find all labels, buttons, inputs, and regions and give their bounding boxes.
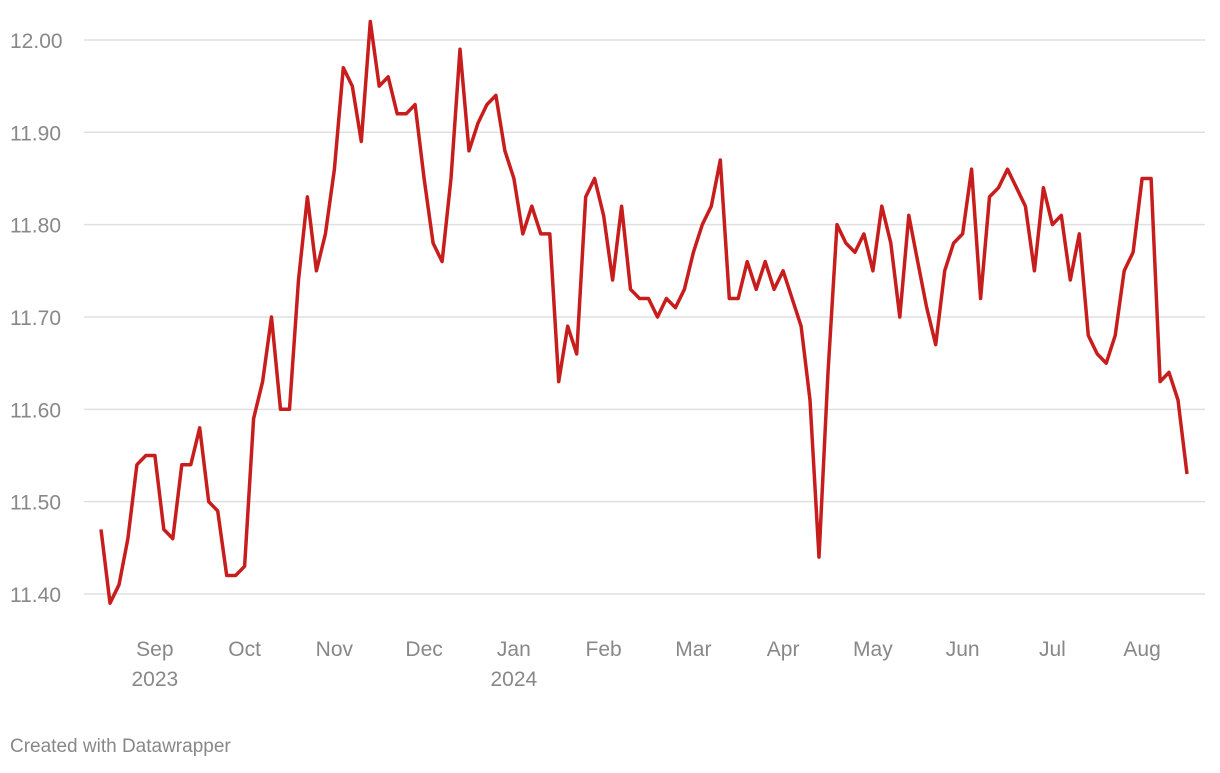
x-tick-label: Dec (405, 638, 442, 661)
line (99, 19, 1189, 605)
x-tick-label: Sep (136, 638, 173, 661)
x-tick-label: Oct (228, 638, 261, 661)
x-tick-label: Jun (946, 638, 980, 661)
y-tick-label: 11.60 (10, 399, 61, 422)
x-tick-label: Aug (1123, 638, 1160, 661)
x-tick-label: Feb (586, 638, 622, 661)
footer: Created with Datawrapper (10, 736, 231, 757)
x-tick-label: May (853, 638, 893, 661)
x-tick-label: Nov (316, 638, 354, 661)
y-tick-label: 11.80 (10, 215, 61, 238)
x-tick-year: 2023 (131, 668, 178, 691)
y-tick-label: 11.70 (10, 307, 61, 330)
x-tick-year: 2024 (491, 668, 538, 691)
y-tick-label: 11.90 (10, 122, 61, 145)
x-tick-label: Jan (497, 638, 531, 661)
y-tick-label: 11.40 (10, 584, 61, 607)
x-tick-label: Mar (675, 638, 711, 661)
y-tick-label: 11.50 (10, 492, 61, 515)
x-tick-label: Apr (767, 638, 800, 661)
x-tick-label: Jul (1039, 638, 1066, 661)
y-tick-label: 12.00 (10, 30, 63, 53)
